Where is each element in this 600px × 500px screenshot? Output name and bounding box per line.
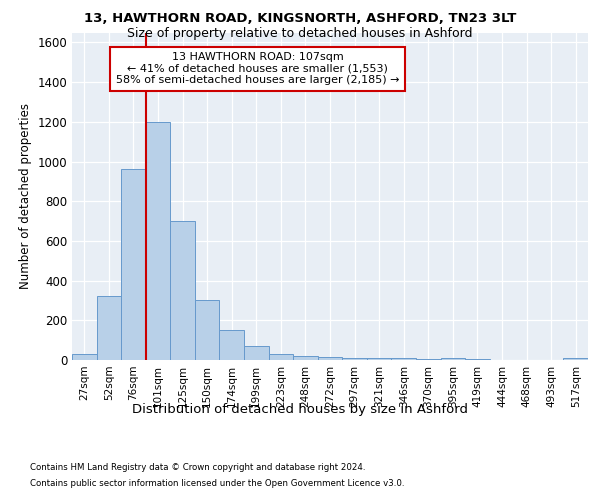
Text: Size of property relative to detached houses in Ashford: Size of property relative to detached ho…	[127, 28, 473, 40]
Text: Contains HM Land Registry data © Crown copyright and database right 2024.: Contains HM Land Registry data © Crown c…	[30, 464, 365, 472]
Bar	[244, 346, 269, 360]
Text: 13, HAWTHORN ROAD, KINGSNORTH, ASHFORD, TN23 3LT: 13, HAWTHORN ROAD, KINGSNORTH, ASHFORD, …	[84, 12, 516, 26]
Bar	[342, 358, 367, 360]
Y-axis label: Number of detached properties: Number of detached properties	[19, 104, 32, 289]
Bar	[195, 300, 220, 360]
Bar	[293, 356, 318, 360]
Text: 13 HAWTHORN ROAD: 107sqm
← 41% of detached houses are smaller (1,553)
58% of sem: 13 HAWTHORN ROAD: 107sqm ← 41% of detach…	[116, 52, 400, 86]
Bar	[318, 357, 342, 360]
Bar	[391, 358, 416, 360]
Text: Contains public sector information licensed under the Open Government Licence v3: Contains public sector information licen…	[30, 478, 404, 488]
Bar	[146, 122, 170, 360]
Bar	[269, 354, 293, 360]
Bar	[170, 221, 195, 360]
Text: Distribution of detached houses by size in Ashford: Distribution of detached houses by size …	[132, 402, 468, 415]
Bar	[416, 359, 440, 360]
Bar	[367, 358, 391, 360]
Bar	[220, 330, 244, 360]
Bar	[440, 358, 465, 360]
Bar	[97, 296, 121, 360]
Bar	[563, 358, 588, 360]
Bar	[72, 354, 97, 360]
Bar	[121, 170, 146, 360]
